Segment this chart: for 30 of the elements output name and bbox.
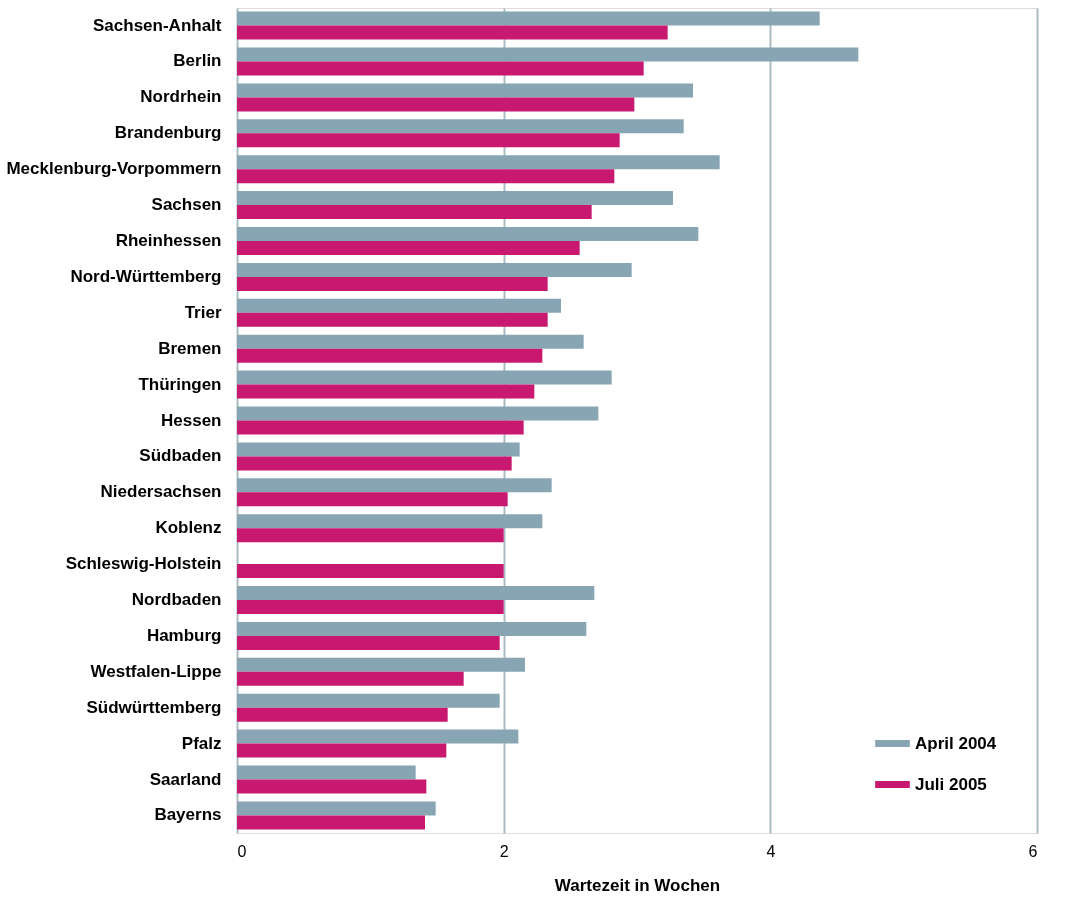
- x-tick-label: 4: [766, 842, 776, 860]
- y-tick-label: Schleswig-Holstein: [65, 554, 222, 574]
- y-tick-label: Nord-Württemberg: [70, 266, 222, 286]
- x-tick-label: 0: [237, 842, 247, 860]
- y-tick-label: Südwürttemberg: [86, 697, 222, 717]
- x-tick-label: 6: [1028, 842, 1038, 860]
- y-tick-label: Hessen: [161, 410, 222, 430]
- y-tick-label: Brandenburg: [114, 123, 222, 143]
- y-tick-label: Rheinhessen: [115, 231, 222, 250]
- y-tick-label: Pfalz: [181, 733, 222, 753]
- y-tick-label: Bremen: [158, 338, 222, 358]
- y-tick-label: Saarland: [149, 769, 222, 789]
- y-tick-label: Bayerns: [154, 805, 222, 825]
- y-tick-label: Nordbaden: [131, 590, 222, 609]
- y-tick-label: Niedersachsen: [100, 482, 222, 502]
- y-tick-label: Südbaden: [139, 446, 222, 466]
- x-tick-label: 2: [499, 842, 509, 860]
- y-tick-label: Sachsen-Anhalt: [93, 15, 222, 35]
- y-tick-label: Hamburg: [146, 625, 222, 645]
- y-tick-label: Nordrhein: [140, 87, 222, 107]
- y-tick-label: Thüringen: [138, 374, 222, 394]
- y-tick-label: Westfalen-Lippe: [90, 661, 222, 681]
- legend-label: Juli 2005: [915, 774, 987, 794]
- y-tick-label: Mecklenburg-Vorpommern: [6, 159, 222, 179]
- x-axis-title: Wartezeit in Wochen: [554, 875, 721, 895]
- y-tick-label: Berlin: [173, 51, 222, 71]
- y-tick-label: Trier: [184, 302, 222, 322]
- y-tick-label: Sachsen: [151, 195, 222, 215]
- y-tick-label: Koblenz: [155, 518, 222, 538]
- legend-label: April 2004: [915, 733, 997, 753]
